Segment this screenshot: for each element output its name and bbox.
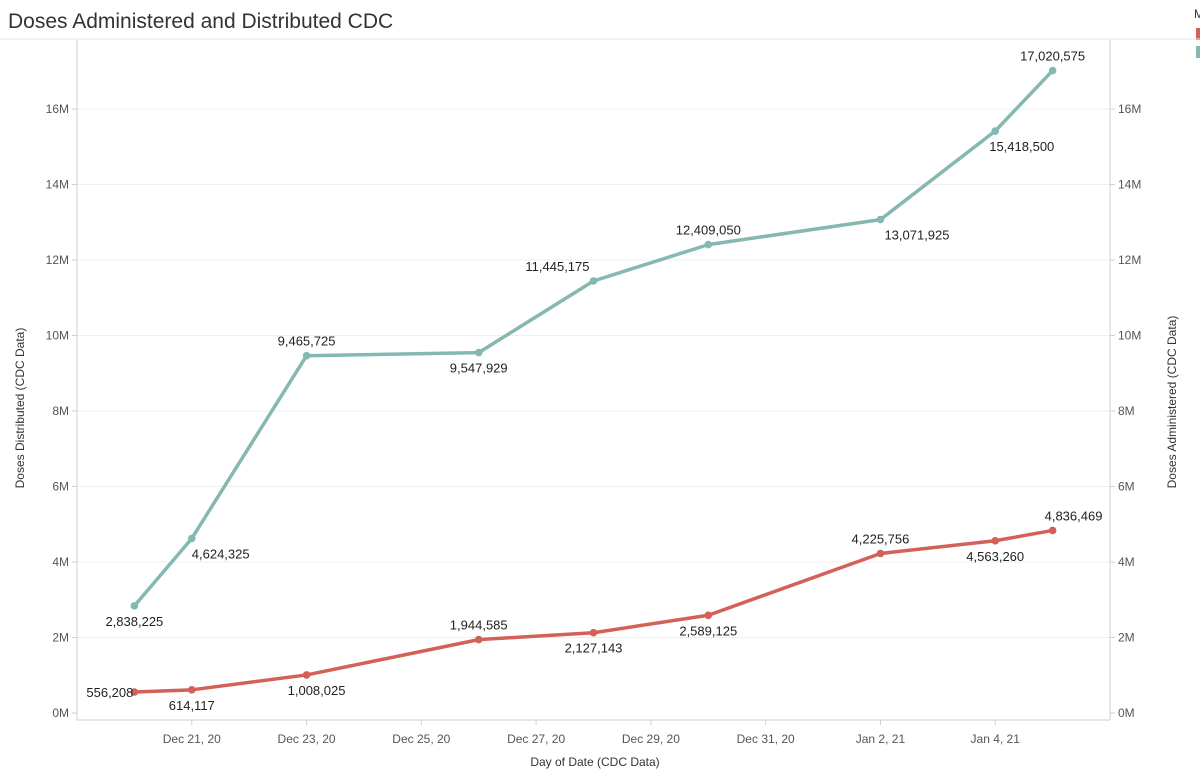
data-point <box>876 215 885 224</box>
y-tick-label-left: 4M <box>52 555 69 569</box>
legend-swatch-teal[interactable] <box>1196 46 1200 58</box>
y-tick-label-left: 12M <box>46 253 69 267</box>
data-point <box>991 127 1000 135</box>
data-labels: 2,838,225 4,624,325 9,465,725 9,547,929 11,4… <box>86 49 1102 713</box>
data-label: 614,117 <box>169 698 215 713</box>
data-label: 2,838,225 <box>105 614 163 629</box>
data-point <box>302 351 311 360</box>
y-tick-label-left: 0M <box>52 706 69 720</box>
data-label: 17,020,575 <box>1020 49 1085 64</box>
y-tick-label-left: 6M <box>52 480 69 494</box>
data-label: 15,418,500 <box>989 139 1054 154</box>
legend-title: M <box>1194 7 1200 21</box>
data-label: 2,127,143 <box>565 641 623 656</box>
data-point <box>187 686 196 694</box>
y-tick-label-left: 2M <box>52 631 69 645</box>
y-tick-label-right: 2M <box>1118 631 1135 645</box>
y-axis-title-left: Doses Distributed (CDC Data) <box>13 328 27 489</box>
data-label: 9,465,725 <box>278 334 336 349</box>
x-tick-label: Dec 21, 20 <box>163 732 221 746</box>
data-point <box>474 348 483 357</box>
data-point <box>1048 66 1057 75</box>
y-tick-label-right: 0M <box>1118 706 1135 720</box>
data-point <box>130 688 139 696</box>
data-point <box>474 635 483 644</box>
data-point <box>302 671 311 679</box>
data-label: 4,225,756 <box>852 531 910 546</box>
data-label: 4,563,260 <box>966 549 1024 564</box>
data-point <box>130 602 139 610</box>
y-tick-label-right: 12M <box>1118 253 1141 267</box>
data-label: 4,836,469 <box>1045 508 1103 523</box>
y-tick-label-right: 6M <box>1118 480 1135 494</box>
y-tick-label-left: 10M <box>46 329 69 343</box>
data-point <box>1048 526 1057 535</box>
data-label: 9,547,929 <box>450 361 508 376</box>
series <box>130 66 1057 696</box>
y-axis-title-right: Doses Administered (CDC Data) <box>1165 316 1179 489</box>
x-tick-label: Jan 4, 21 <box>971 732 1021 746</box>
legend-swatch-red[interactable] <box>1196 28 1200 40</box>
y-tick-label-right: 4M <box>1118 555 1135 569</box>
data-point <box>589 628 598 637</box>
data-label: 11,445,175 <box>525 259 589 274</box>
series-line-distributed <box>132 68 1055 608</box>
series-line-administered <box>132 528 1055 694</box>
y-tick-label-right: 16M <box>1118 102 1141 116</box>
data-label: 13,071,925 <box>884 228 949 243</box>
x-tick-label: Dec 27, 20 <box>507 732 565 746</box>
data-point <box>704 611 713 620</box>
axes: 0M 0M 2M 2M 4M 4M 6M 6M 8M 8M 10M 10M 12M 12M 14M 14M 16… <box>0 38 1200 746</box>
x-tick-label: Dec 23, 20 <box>278 732 336 746</box>
y-tick-label-left: 16M <box>46 102 69 116</box>
data-point <box>876 549 885 558</box>
data-point <box>704 240 713 249</box>
data-label: 1,944,585 <box>450 618 508 633</box>
y-tick-label-right: 10M <box>1118 329 1141 343</box>
y-tick-label-left: 14M <box>46 178 69 192</box>
data-label: 4,624,325 <box>192 546 250 561</box>
y-tick-label-right: 14M <box>1118 178 1141 192</box>
data-label: 1,008,025 <box>288 683 346 698</box>
data-point <box>589 277 598 285</box>
x-tick-label: Dec 25, 20 <box>392 732 450 746</box>
chart-title: Doses Administered and Distributed CDC <box>8 10 394 33</box>
x-tick-label: Jan 2, 21 <box>856 732 906 746</box>
data-point <box>991 536 1000 545</box>
gridlines <box>77 108 1110 639</box>
data-label: 2,589,125 <box>679 623 737 638</box>
y-tick-label-left: 8M <box>52 404 69 418</box>
x-tick-label: Dec 31, 20 <box>737 732 795 746</box>
y-tick-label-right: 8M <box>1118 404 1135 418</box>
data-label: 556,208 <box>86 685 133 700</box>
data-label: 12,409,050 <box>676 223 741 238</box>
x-axis-title: Day of Date (CDC Data) <box>530 755 659 769</box>
data-point <box>187 534 196 543</box>
x-tick-label: Dec 29, 20 <box>622 732 680 746</box>
